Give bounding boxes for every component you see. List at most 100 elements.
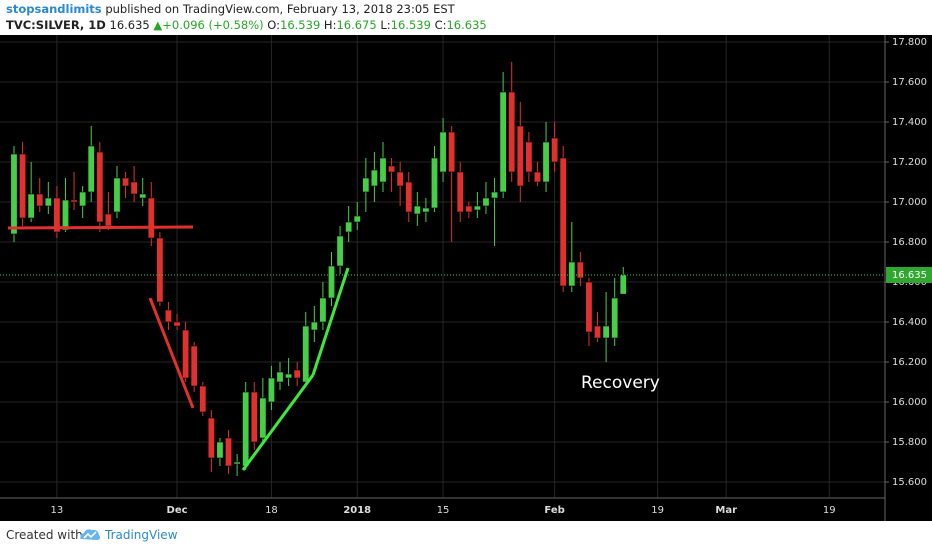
candle-body xyxy=(164,309,172,323)
created-with: Created with xyxy=(6,528,83,542)
candle-body xyxy=(216,441,224,459)
down-trendline xyxy=(148,297,195,409)
candle-body xyxy=(293,369,301,379)
header: stopsandlimits published on TradingView.… xyxy=(0,0,932,35)
candle-body xyxy=(353,215,361,223)
candle-body xyxy=(542,141,550,183)
change: +0.096 (+0.58%) xyxy=(162,18,264,32)
candle-body xyxy=(379,157,387,183)
y-tick-label: 17.800 xyxy=(892,37,927,48)
ohlc-key: H: xyxy=(323,18,337,32)
candle-body xyxy=(516,125,524,187)
candle-body xyxy=(611,297,619,339)
candle-body xyxy=(199,385,207,413)
candle-body xyxy=(70,199,78,203)
x-tick-label: 2018 xyxy=(343,505,371,516)
candle-body xyxy=(405,181,413,213)
y-tick-label: 17.000 xyxy=(892,197,927,208)
candle-body xyxy=(345,221,353,233)
candle-body xyxy=(568,261,576,287)
x-tick-label: Feb xyxy=(544,505,564,516)
candle-body xyxy=(619,274,627,295)
candle-body xyxy=(87,145,95,193)
candle-body xyxy=(362,177,370,193)
y-tick-label: 17.200 xyxy=(892,157,927,168)
up-trendline xyxy=(311,267,350,376)
candle-body xyxy=(79,191,87,207)
ohlc-key: O: xyxy=(267,18,281,32)
candle-body xyxy=(448,131,456,173)
candle-body xyxy=(413,205,421,215)
ohlc-value: 16.539 xyxy=(390,18,431,32)
y-tick-label: 16.800 xyxy=(892,237,927,248)
candle-body xyxy=(491,191,499,199)
x-tick-label: 18 xyxy=(265,505,278,516)
candle-body xyxy=(430,157,438,209)
published: published on TradingView.com, February 1… xyxy=(105,2,455,16)
last: 16.635 xyxy=(109,18,150,32)
candle-body xyxy=(130,181,138,195)
candle-body xyxy=(319,297,327,323)
ohlc-key: C: xyxy=(434,18,447,32)
candle-body xyxy=(576,261,584,279)
candle-body xyxy=(19,153,27,219)
annotation: Recovery xyxy=(581,373,660,393)
candle-body xyxy=(388,165,396,173)
candle-body xyxy=(396,171,404,187)
candle-body xyxy=(104,213,112,227)
candle-body xyxy=(276,371,284,383)
candle-body xyxy=(242,391,250,467)
y-tick-label: 16.400 xyxy=(892,317,927,328)
candle-body xyxy=(473,205,481,211)
ohlc-value: 16.635 xyxy=(446,18,487,32)
candle-body xyxy=(250,391,258,443)
candle-body xyxy=(36,193,44,207)
candle-body xyxy=(559,157,567,287)
candle-body xyxy=(233,461,241,465)
candle-body xyxy=(61,199,69,231)
candle-body xyxy=(499,91,507,193)
footer: Created with TradingView xyxy=(0,521,932,550)
candle-body xyxy=(439,131,447,173)
candle-body xyxy=(336,235,344,267)
author[interactable]: stopsandlimits xyxy=(6,2,102,16)
x-tick-label: 13 xyxy=(51,505,64,516)
axes: 15.60015.80016.00016.20016.40016.60016.8… xyxy=(51,37,932,516)
quote-line: TVC:SILVER, 1D 16.635 ▲+0.096 (+0.58%) O… xyxy=(6,18,487,32)
candle-body xyxy=(482,197,490,207)
candle-body xyxy=(370,169,378,187)
candle-body xyxy=(508,91,516,173)
x-tick-label: Mar xyxy=(715,505,737,516)
candle-body xyxy=(594,325,602,339)
ohlc-value: 16.539 xyxy=(280,18,321,32)
candle-body xyxy=(285,373,293,379)
up-arrow: ▲ xyxy=(153,18,163,32)
up-trendline xyxy=(241,374,315,471)
candle-body xyxy=(328,265,336,299)
candle-body xyxy=(156,237,164,303)
y-tick-label: 15.600 xyxy=(892,477,927,488)
x-tick-label: 19 xyxy=(823,505,836,516)
candle-body xyxy=(585,281,593,333)
candle-body xyxy=(113,177,121,213)
last-price-box xyxy=(886,267,932,283)
candle-body xyxy=(182,329,190,379)
candle-body xyxy=(302,325,310,383)
support-line xyxy=(7,225,194,230)
brand[interactable]: TradingView xyxy=(105,528,178,542)
x-tick-label: Dec xyxy=(167,505,188,516)
candle-body xyxy=(310,321,318,331)
candle-body xyxy=(44,197,52,207)
chart-background xyxy=(0,35,932,521)
candle-body xyxy=(53,197,61,233)
candle-body xyxy=(225,437,233,467)
grid xyxy=(0,35,885,498)
candle-body xyxy=(207,417,215,459)
candle-body xyxy=(422,207,430,213)
ohlc: O:16.539 H:16.675 L:16.539 C:16.635 xyxy=(267,18,486,32)
candle-body xyxy=(533,171,541,183)
candle-body xyxy=(122,177,130,187)
candle-body xyxy=(139,193,147,199)
candle-body xyxy=(267,377,275,403)
y-tick-label: 17.400 xyxy=(892,117,927,128)
